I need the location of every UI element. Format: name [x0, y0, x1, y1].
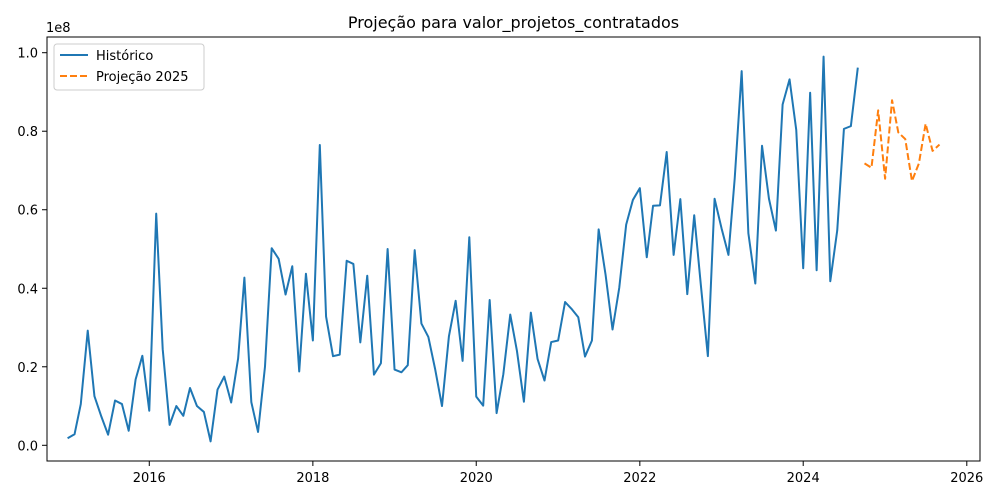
legend-box — [53, 43, 205, 91]
x-tick-label: 2016 — [133, 471, 166, 486]
series-line-2 — [863, 99, 941, 183]
y-tick-label: 0.0 — [17, 439, 38, 454]
series-line-1 — [67, 55, 859, 443]
legend: Histórico Projeção 2025 — [53, 43, 205, 91]
y-tick-label: 1.0 — [17, 47, 38, 62]
y-tick-label: 0.2 — [17, 361, 38, 376]
x-tick-label: 2022 — [623, 471, 656, 486]
y-tick-label: 0.6 — [17, 204, 38, 219]
x-tick-label: 2024 — [787, 471, 820, 486]
x-tick-label: 2026 — [950, 471, 983, 486]
legend-label-1: Histórico — [96, 49, 153, 64]
y-offset-label: 1e8 — [46, 21, 71, 36]
chart-title: Projeção para valor_projetos_contratados — [348, 13, 679, 33]
x-tick-label: 2020 — [460, 471, 493, 486]
x-tick-label: 2018 — [296, 471, 329, 486]
y-tick-label: 0.4 — [17, 282, 38, 297]
axes-layer: 2016 2018 2020 2022 2024 2026 0.0 0.2 0.4 0.6 0.8 1… — [17, 36, 983, 486]
series-layer — [67, 55, 941, 443]
plot-frame — [46, 36, 981, 462]
legend-label-2: Projeção 2025 — [96, 70, 189, 85]
y-tick-label: 0.8 — [17, 125, 38, 140]
